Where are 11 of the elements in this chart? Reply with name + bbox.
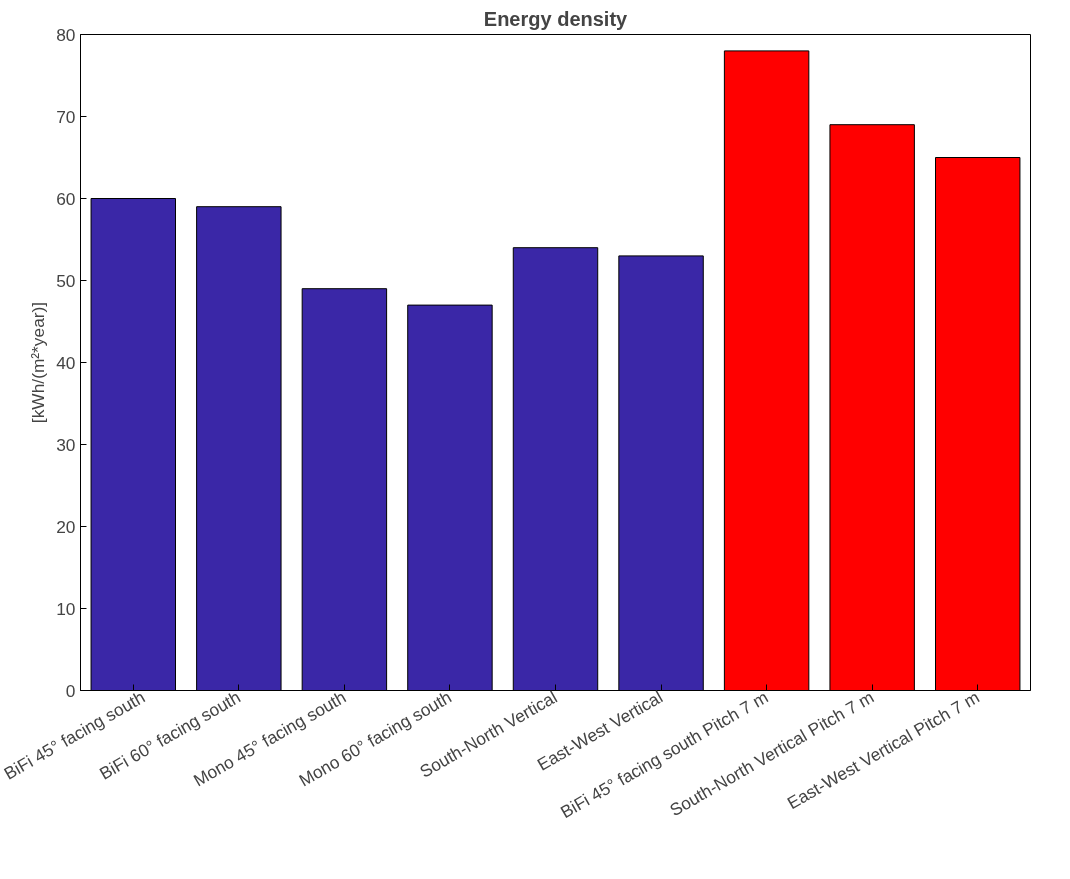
y-tick-label: 0 [65, 680, 76, 701]
y-tick-label: 60 [56, 188, 76, 209]
chart-title: Energy density [483, 7, 629, 30]
y-tick-label: 30 [56, 434, 76, 455]
y-axis-title: [kWh/(m²*year)] [28, 301, 49, 424]
y-tick-label: 40 [56, 352, 76, 373]
y-tick-label: 20 [56, 516, 76, 537]
y-tick-label: 80 [56, 24, 76, 45]
y-tick-label: 50 [56, 270, 76, 291]
y-tick-label: 10 [56, 598, 76, 619]
y-tick-label: 70 [56, 106, 76, 127]
